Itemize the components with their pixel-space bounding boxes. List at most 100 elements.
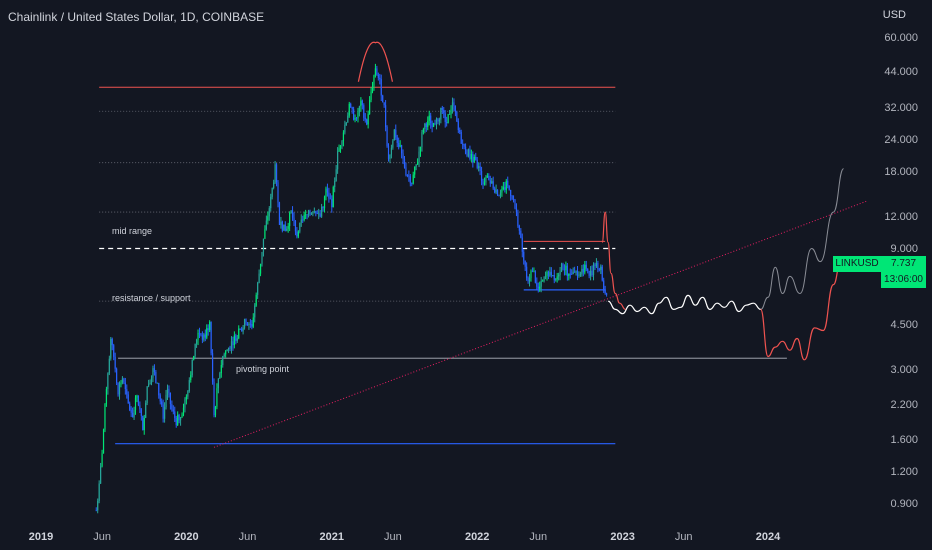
candle-up [374,68,377,76]
candle-up [286,228,288,231]
candle-up [558,274,560,277]
candle-down [523,251,525,261]
candle-down [492,181,494,189]
candle-up [150,377,153,383]
y-tick-label: 0.900 [890,498,918,510]
candle-up [543,276,545,281]
candle-down [328,192,330,199]
candle-up [341,141,343,146]
candle-up [412,174,414,184]
candle-down [331,198,333,208]
y-tick-label: 44.000 [884,66,918,79]
candle-up [165,394,167,408]
y-tick-label: 3.000 [890,364,918,377]
candle-up [552,275,554,276]
candle-down [200,333,202,336]
candle-down [95,510,97,512]
candle-up [483,182,486,185]
candle-down [351,107,353,110]
x-tick-label: 2024 [755,531,781,543]
candle-up [195,340,198,344]
candle-up [549,271,551,276]
candle-down [472,154,474,163]
candle-up [182,407,185,415]
candle-up [418,151,420,163]
candle-up [118,384,121,395]
candle-down [172,409,174,412]
candle-down [515,208,518,213]
candle-up [568,273,570,277]
candle-up [345,122,347,125]
candle-down [585,264,587,269]
candle-up [486,175,488,178]
candle-up [214,406,217,416]
candle-down [510,190,512,196]
y-tick-label: 1.200 [890,466,918,479]
candle-up [393,129,395,141]
candle-up [312,212,314,214]
candle-up [370,91,372,100]
candle-up [347,115,349,123]
candle-down [482,180,484,185]
candle-up [217,378,219,389]
candle-down [398,142,400,147]
candle-up [367,114,369,125]
candle-up [450,109,452,115]
candle-up [339,145,342,149]
candle-up [225,351,227,355]
candle-up [248,323,250,326]
candle-down [460,132,462,144]
candle-up [419,147,422,152]
candle-up [133,409,135,418]
candle-down [116,368,118,383]
candle-up [369,99,371,115]
x-tick-label: Jun [529,531,548,543]
candle-up [290,210,292,213]
candle-up [143,417,145,431]
candle-down [113,345,115,357]
candle-up [190,375,192,381]
pivoting-point-label: pivoting point [236,364,290,374]
candle-down [315,211,317,213]
candle-down [207,328,209,331]
candle-up [544,276,547,278]
candle-up [152,368,154,378]
candle-up [473,156,475,163]
candle-up [440,107,442,120]
candle-up [297,231,299,237]
candle-up [185,396,187,400]
candle-up [432,123,435,128]
candle-down [319,213,321,217]
candle-up [105,389,108,404]
candle-down [211,353,214,382]
candle-up [257,282,259,295]
candle-up [184,399,186,408]
candle-down [384,105,387,127]
top-arc [357,41,394,82]
candle-down [411,183,413,185]
candle-down [496,189,499,195]
candle-down [171,404,173,410]
candle-down [514,199,516,209]
projection-grey-alt-projection [760,168,845,310]
x-tick-label: Jun [238,531,257,543]
candle-down [210,322,212,354]
candle-down [239,328,241,330]
candle-up [254,305,256,318]
candle-up [389,154,391,159]
candle-down [275,164,278,183]
candle-down [406,175,409,176]
candle-down [296,231,298,237]
candle-up [271,188,273,197]
candle-down [520,230,522,238]
candle-down [139,405,141,410]
candle-down [457,121,459,131]
candle-up [177,414,179,426]
candle-up [191,359,193,376]
candle-up [100,466,102,484]
candle-up [146,386,148,404]
candle-up [344,124,346,133]
candle-up [584,264,586,273]
candle-up [485,177,487,183]
